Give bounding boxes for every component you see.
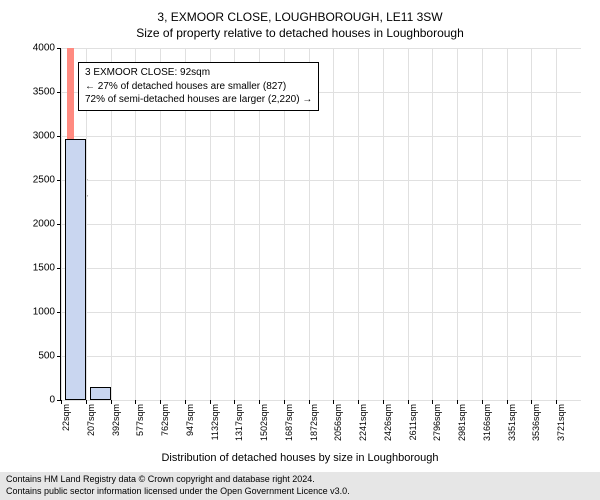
xtick-label: 392sqm — [111, 404, 121, 436]
xtick-label: 2611sqm — [408, 404, 418, 440]
gridline-h — [61, 224, 581, 225]
xtick-label: 2056sqm — [333, 404, 343, 441]
gridline-v — [482, 48, 483, 400]
xtick-label: 2241sqm — [358, 404, 368, 441]
xtick-label: 1687sqm — [284, 404, 294, 441]
bar — [65, 139, 86, 400]
ytick-label: 3000 — [33, 131, 55, 142]
xtick-label: 947sqm — [185, 404, 195, 436]
xtick-label: 762sqm — [160, 404, 170, 436]
xtick-label: 577sqm — [135, 404, 145, 436]
annotation-line2: ← 27% of detached houses are smaller (82… — [85, 80, 312, 94]
gridline-v — [507, 48, 508, 400]
gridline-h — [61, 312, 581, 313]
xtick-label: 3536sqm — [531, 404, 541, 441]
xtick-label: 2426sqm — [383, 404, 393, 441]
ytick-label: 3500 — [33, 87, 55, 98]
gridline-h — [61, 400, 581, 401]
footer-line2: Contains public sector information licen… — [6, 486, 594, 498]
gridline-v — [531, 48, 532, 400]
ytick-label: 0 — [49, 395, 55, 406]
chart-title-line2: Size of property relative to detached ho… — [0, 26, 600, 40]
xtick-label: 3166sqm — [482, 404, 492, 441]
gridline-v — [61, 48, 62, 400]
gridline-v — [383, 48, 384, 400]
gridline-h — [61, 48, 581, 49]
chart-title-line1: 3, EXMOOR CLOSE, LOUGHBOROUGH, LE11 3SW — [0, 10, 600, 24]
ytick-label: 2000 — [33, 219, 55, 230]
xtick-label: 1132sqm — [210, 404, 220, 440]
gridline-v — [408, 48, 409, 400]
xtick-label: 207sqm — [86, 404, 96, 436]
gridline-h — [61, 356, 581, 357]
ytick-label: 2500 — [33, 175, 55, 186]
gridline-h — [61, 268, 581, 269]
xtick-label: 2981sqm — [457, 404, 467, 441]
bar — [90, 387, 111, 400]
gridline-v — [457, 48, 458, 400]
annotation-line1: 3 EXMOOR CLOSE: 92sqm — [85, 66, 312, 80]
chart-container: 3, EXMOOR CLOSE, LOUGHBOROUGH, LE11 3SW … — [0, 0, 600, 500]
gridline-v — [358, 48, 359, 400]
xtick-label: 3351sqm — [507, 404, 517, 441]
footer-line1: Contains HM Land Registry data © Crown c… — [6, 474, 594, 486]
annotation-box: 3 EXMOOR CLOSE: 92sqm ← 27% of detached … — [78, 62, 319, 111]
ytick-label: 1000 — [33, 307, 55, 318]
annotation-line3: 72% of semi-detached houses are larger (… — [85, 93, 312, 107]
gridline-h — [61, 136, 581, 137]
ytick-label: 4000 — [33, 43, 55, 54]
xtick-label: 2796sqm — [432, 404, 442, 441]
xtick-label: 22sqm — [61, 404, 71, 431]
gridline-v — [556, 48, 557, 400]
gridline-h — [61, 180, 581, 181]
gridline-v — [432, 48, 433, 400]
xtick-label: 3721sqm — [556, 404, 566, 441]
xtick-label: 1502sqm — [259, 404, 269, 441]
xtick-label: 1317sqm — [234, 404, 244, 441]
ytick-label: 1500 — [33, 263, 55, 274]
xtick-label: 1872sqm — [309, 404, 319, 441]
x-axis-title: Distribution of detached houses by size … — [0, 452, 600, 464]
footer: Contains HM Land Registry data © Crown c… — [0, 472, 600, 500]
ytick-label: 500 — [38, 351, 55, 362]
gridline-v — [333, 48, 334, 400]
